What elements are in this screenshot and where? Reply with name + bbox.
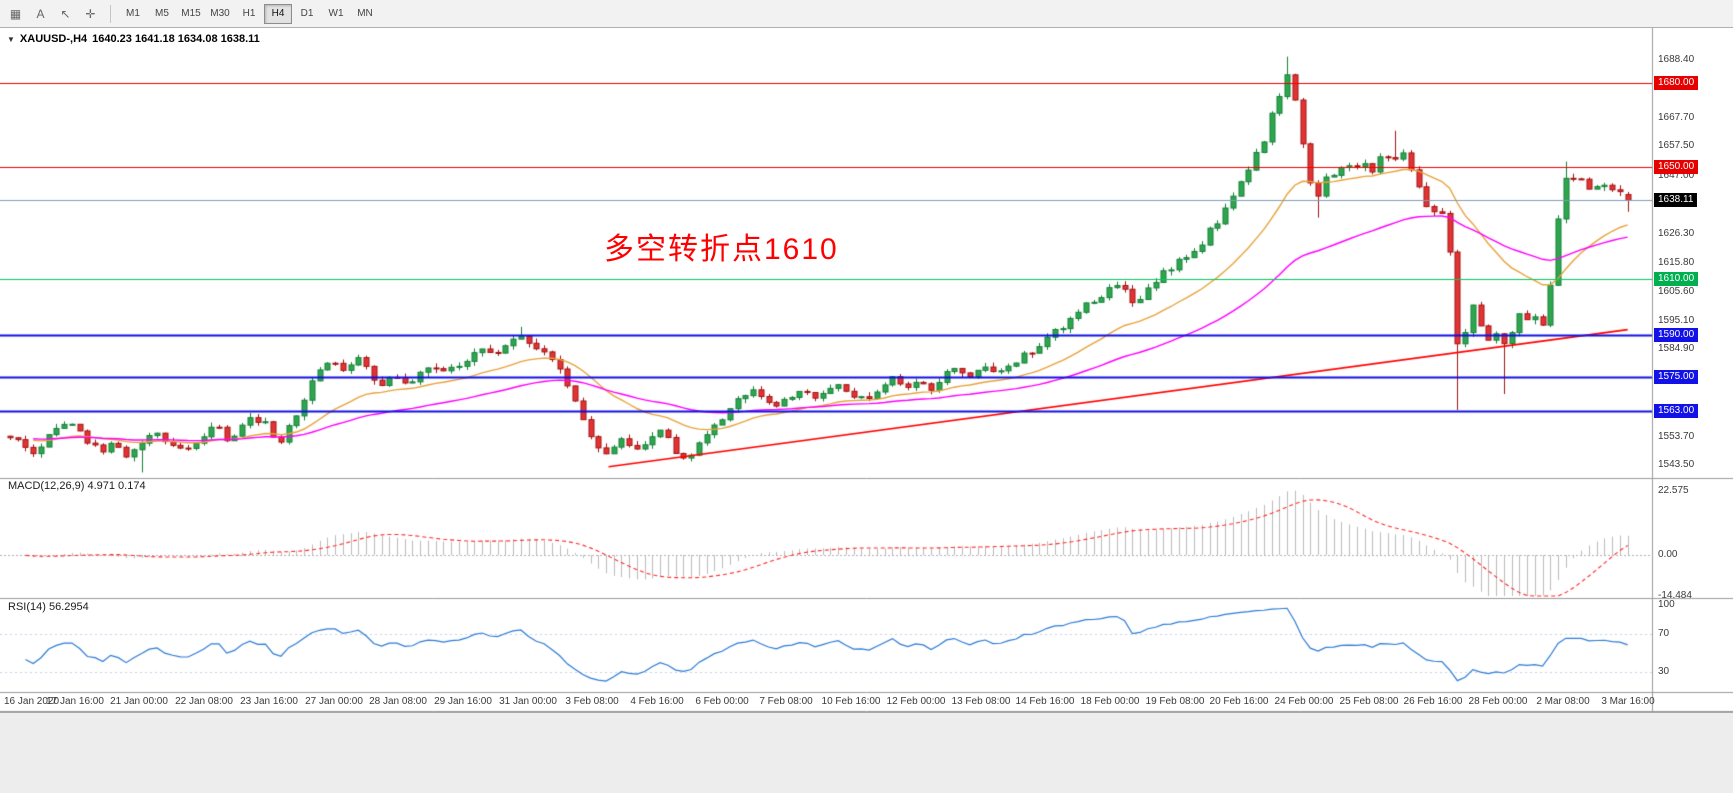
macd-label: MACD(12,26,9) 4.971 0.174 [8,480,146,492]
tool-button-group: ▦ A ↖ ✛ [4,3,102,24]
price-tick-label: 1595.10 [1658,314,1695,326]
price-tick-label: 1647.00 [1658,169,1695,181]
price-level-badge-1638.11: 1638.11 [1654,193,1698,208]
price-tick-label: 1667.70 [1658,111,1695,123]
toolbar-separator [110,4,111,23]
time-tick-label: 28 Feb 00:00 [1468,696,1528,707]
price-level-badge-1575.00: 1575.00 [1654,370,1699,385]
time-tick-label: 22 Jan 08:00 [175,696,233,707]
chart-title: ▼ XAUUSD-,H4 1640.23 1641.18 1634.08 163… [7,33,260,45]
time-tick-label: 25 Feb 08:00 [1339,696,1399,707]
timeframe-button-H1[interactable]: H1 [242,8,256,19]
macd-tick-label: 0.00 [1658,549,1678,560]
time-tick-label: 10 Feb 16:00 [821,696,881,707]
price-tick-label: 1626.30 [1658,227,1695,239]
rsi-tick-label: 100 [1658,599,1675,610]
macd-tick-label: -14.484 [1658,590,1692,602]
timeframe-button-MN[interactable]: MN [357,8,373,19]
timeframe-button-W1[interactable]: W1 [328,8,344,19]
timeframe-button-H4[interactable]: H4 [264,3,292,24]
price-level-badge-1680.00: 1680.00 [1654,76,1699,91]
chart-collapse-icon[interactable]: ▼ [7,34,15,44]
macd-tick-label: 22.575 [1658,484,1689,496]
chart-symbol-label: XAUUSD-,H4 [19,33,88,45]
time-tick-label: 20 Feb 16:00 [1209,696,1269,707]
rsi-label: RSI(14) 56.2954 [8,601,89,613]
timeframe-button-group: M1 M5 M15 M30 H1 H4 D1 W1 MN [119,3,379,24]
rsi-tick-label: 30 [1658,665,1670,677]
time-tick-label: 4 Feb 16:00 [630,696,684,707]
time-tick-label: 14 Feb 16:00 [1015,696,1075,707]
chart-canvas[interactable] [0,28,1733,712]
price-tick-label: 1543.50 [1658,459,1695,471]
timeframe-button-M15[interactable]: M15 [181,8,201,19]
price-tick-label: 1553.70 [1658,430,1695,442]
charts-grid-icon[interactable]: ▦ [9,6,22,21]
timeframe-button-M30[interactable]: M30 [210,8,230,19]
time-tick-label: 2 Mar 08:00 [1536,696,1590,707]
time-tick-label: 28 Jan 08:00 [369,696,427,707]
time-tick-label: 6 Feb 00:00 [695,696,749,707]
rsi-tick-label: 70 [1658,627,1670,639]
chart-window: ▼ XAUUSD-,H4 1640.23 1641.18 1634.08 163… [0,28,1733,712]
time-tick-label: 29 Jan 16:00 [434,696,492,707]
time-tick-label: 3 Feb 08:00 [565,696,619,707]
price-level-badge-1563.00: 1563.00 [1654,403,1699,418]
time-tick-label: 3 Mar 16:00 [1601,696,1655,707]
timeframe-button-M1[interactable]: M1 [126,8,140,19]
time-tick-label: 19 Feb 08:00 [1145,696,1205,707]
price-tick-label: 1688.40 [1658,53,1695,65]
time-tick-label: 13 Feb 08:00 [951,696,1011,707]
price-level-badge-1590.00: 1590.00 [1654,328,1699,343]
text-tool-icon[interactable]: A [36,6,45,21]
price-tick-label: 1584.90 [1658,343,1695,355]
chart-annotation: 多空转折点1610 [604,233,839,266]
time-tick-label: 16 Jan 2020 [4,696,60,707]
time-tick-label: 17 Jan 16:00 [46,696,104,707]
status-bar [0,712,1733,793]
price-tick-label: 1605.60 [1658,285,1695,297]
price-tick-label: 1615.80 [1658,256,1695,268]
time-tick-label: 21 Jan 00:00 [110,696,168,707]
time-tick-label: 24 Feb 00:00 [1274,696,1334,707]
time-tick-label: 31 Jan 00:00 [499,696,557,707]
time-tick-label: 7 Feb 08:00 [759,696,813,707]
chart-ohlc-label: 1640.23 1641.18 1634.08 1638.11 [92,33,260,45]
timeframe-button-D1[interactable]: D1 [300,8,314,19]
price-tick-label: 1657.50 [1658,140,1695,152]
time-tick-label: 26 Feb 16:00 [1403,696,1463,707]
timeframe-button-M5[interactable]: M5 [155,8,169,19]
cursor-tool-icon[interactable]: ↖ [60,6,71,21]
crosshair-icon[interactable]: ✛ [85,6,96,21]
price-level-badge-1650.00: 1650.00 [1654,160,1699,175]
time-tick-label: 18 Feb 00:00 [1080,696,1140,707]
price-level-badge-1610.00: 1610.00 [1654,272,1699,287]
toolbar: ▦ A ↖ ✛ M1 M5 M15 M30 H1 H4 D1 W1 MN [0,0,1733,28]
time-tick-label: 23 Jan 16:00 [240,696,298,707]
time-tick-label: 12 Feb 00:00 [886,696,946,707]
time-tick-label: 27 Jan 00:00 [305,696,363,707]
